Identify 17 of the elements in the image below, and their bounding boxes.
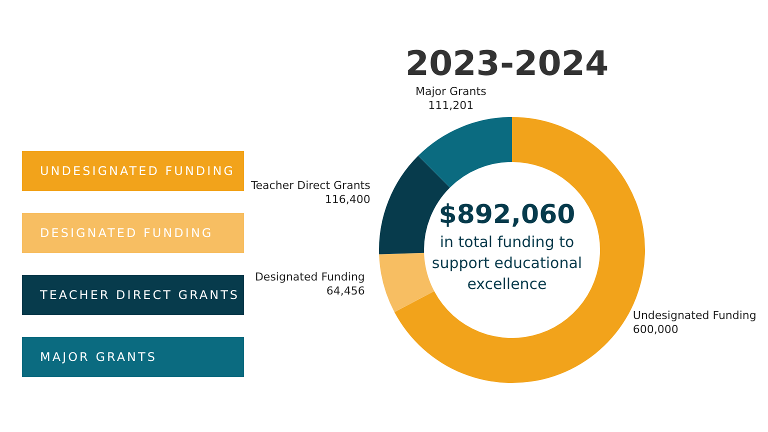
text: TEACHER DIRECT GRANTS bbox=[22, 275, 244, 315]
data-label: 600,000 bbox=[632, 322, 678, 336]
donut-slice bbox=[379, 252, 434, 312]
data-label: 111,201 bbox=[428, 99, 474, 112]
text: $892,060 bbox=[438, 200, 576, 230]
slice-label: Undesignated Funding bbox=[632, 308, 756, 322]
chart-title: 2023-2024 bbox=[404, 44, 610, 84]
donut-slice bbox=[418, 117, 512, 188]
text: DESIGNATED FUNDING bbox=[22, 213, 244, 253]
text: MAJOR GRANTS bbox=[22, 337, 244, 377]
slice-label: Designated Funding bbox=[254, 270, 365, 284]
data-label: 116,400 bbox=[324, 192, 370, 206]
slice-label: Teacher Direct Grants bbox=[250, 178, 371, 192]
slice-label: Major Grants bbox=[415, 85, 487, 98]
data-label: 64,456 bbox=[326, 284, 365, 298]
text: in total funding to support educational excellence bbox=[430, 232, 584, 295]
text: UNDESIGNATED FUNDING bbox=[22, 151, 244, 191]
